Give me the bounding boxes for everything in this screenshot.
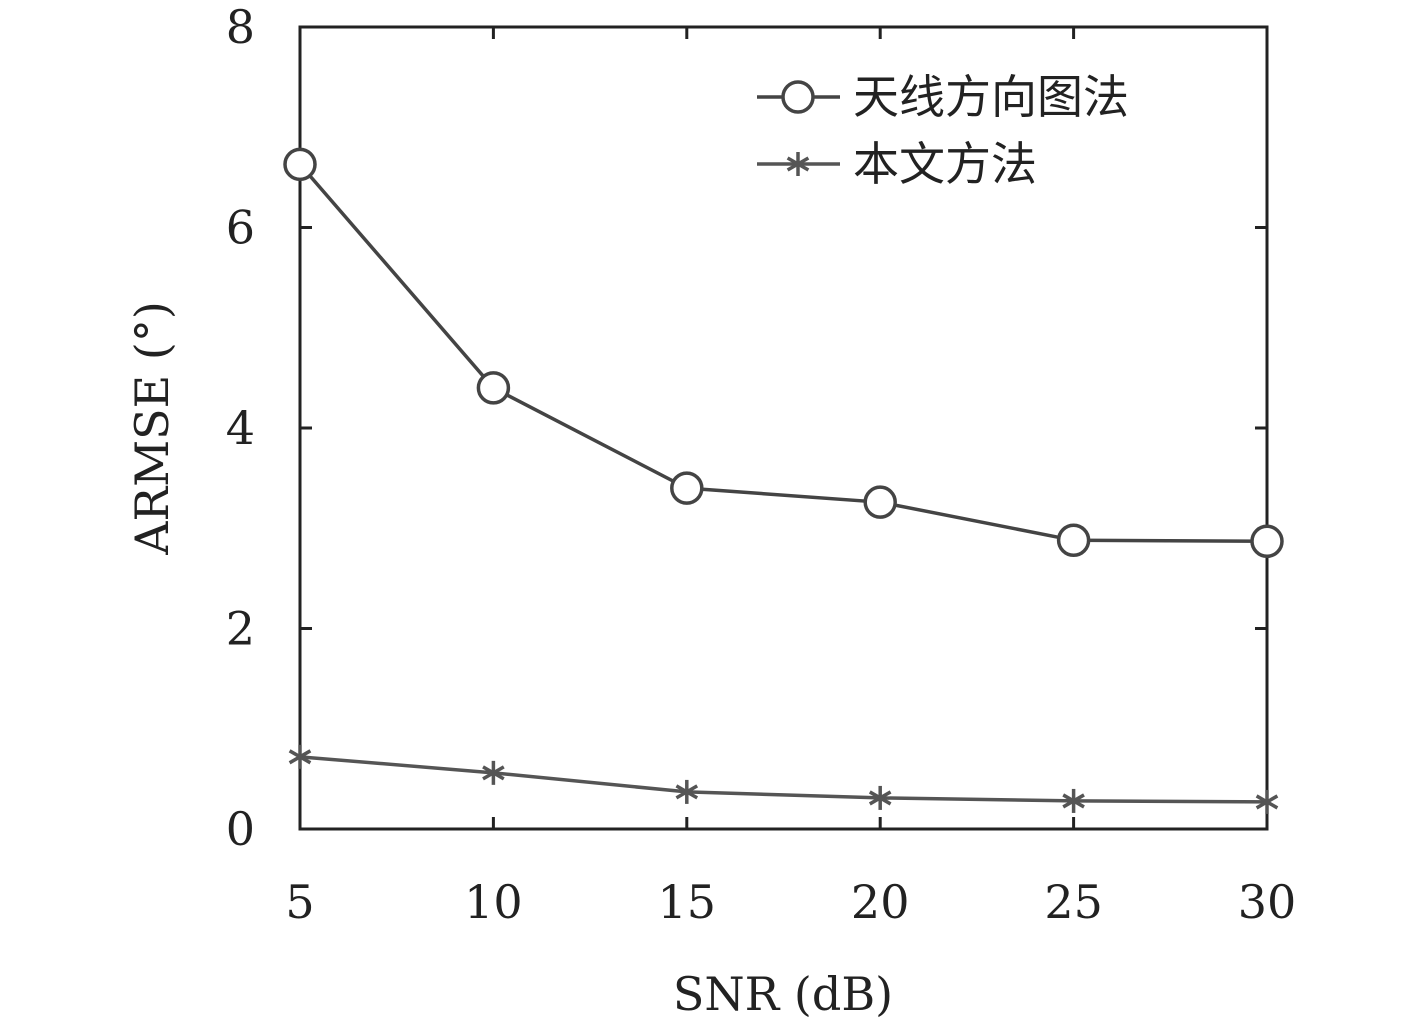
- y-tick-label: 0: [226, 802, 255, 856]
- x-tick-label: 25: [1044, 875, 1103, 929]
- tick-labels: 5 10 15 20 25 30 0 2 4 6 8: [226, 0, 1297, 929]
- ticks: [298, 25, 1269, 831]
- plot-frame: [298, 25, 1269, 831]
- x-tick-label: 10: [464, 875, 523, 929]
- data-point: [868, 785, 892, 810]
- legend-marker: [781, 80, 815, 114]
- series-layer: [283, 147, 1284, 814]
- legend-label: 本文方法: [853, 137, 1037, 191]
- legend-marker: [786, 152, 810, 176]
- y-tick-label: 4: [226, 401, 255, 455]
- series-1: [288, 744, 1279, 814]
- y-axis-title: ARMSE (°): [125, 301, 179, 556]
- x-tick-label: 5: [285, 875, 314, 929]
- x-tick-label: 15: [658, 875, 717, 929]
- x-tick-label: 30: [1238, 875, 1297, 929]
- data-point: [670, 471, 704, 505]
- legend-entry-1: 本文方法: [757, 137, 1037, 191]
- y-tick-label: 6: [226, 201, 255, 255]
- data-point: [476, 371, 511, 405]
- data-point: [1250, 524, 1284, 559]
- data-point: [863, 485, 897, 519]
- data-point: [1062, 788, 1085, 813]
- series-0: [283, 147, 1284, 559]
- data-point: [675, 779, 699, 804]
- legend-entry-0: 天线方向图法: [757, 70, 1129, 124]
- data-point: [288, 744, 312, 769]
- series-line-1: [299, 755, 1268, 804]
- y-tick-label: 8: [226, 0, 255, 54]
- data-point: [1056, 523, 1091, 558]
- data-point: [1255, 789, 1279, 814]
- data-point: [482, 760, 505, 785]
- legend-label: 天线方向图法: [853, 70, 1129, 124]
- series-line-0: [298, 163, 1268, 544]
- y-tick-label: 2: [226, 602, 255, 656]
- x-axis-title: SNR (dB): [673, 967, 893, 1021]
- x-tick-label: 20: [851, 875, 910, 929]
- data-point: [283, 147, 317, 182]
